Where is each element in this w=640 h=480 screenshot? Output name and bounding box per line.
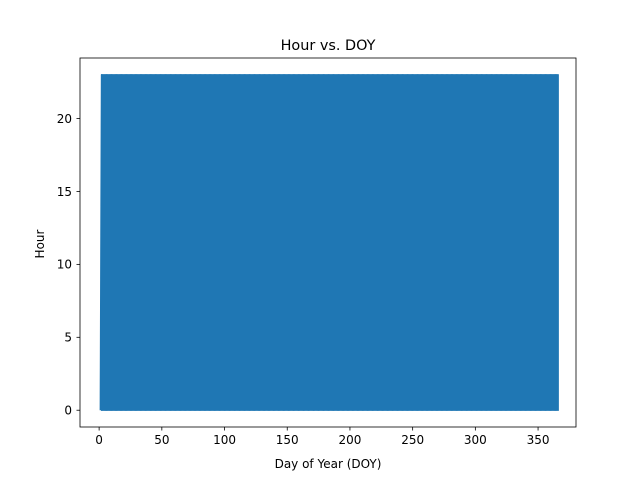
- x-tick-label: 100: [213, 433, 236, 447]
- data-layer: [99, 74, 559, 411]
- y-tick-label: 20: [57, 112, 72, 126]
- axes-spines: [79, 57, 577, 428]
- y-tick-label: 15: [57, 185, 72, 199]
- x-tick-label: 300: [464, 433, 487, 447]
- y-tick-label: 0: [64, 404, 72, 418]
- chart-title: Hour vs. DOY: [281, 38, 376, 54]
- y-axis: 0 5 10 15 20: [57, 112, 80, 418]
- x-tick-label: 150: [276, 433, 299, 447]
- y-axis-label: Hour: [33, 229, 47, 258]
- x-tick-label: 350: [527, 433, 550, 447]
- series-line: [99, 74, 559, 411]
- x-tick-label: 50: [154, 433, 169, 447]
- x-tick-label: 250: [401, 433, 424, 447]
- x-tick-label: 200: [338, 433, 361, 447]
- y-tick-label: 5: [64, 331, 72, 345]
- x-tick-label: 0: [95, 433, 103, 447]
- x-axis: 0 50 100 150 200 250 300 350: [95, 427, 550, 447]
- y-tick-label: 10: [57, 258, 72, 272]
- x-axis-label: Day of Year (DOY): [275, 457, 382, 471]
- axes-frame: [79, 57, 577, 428]
